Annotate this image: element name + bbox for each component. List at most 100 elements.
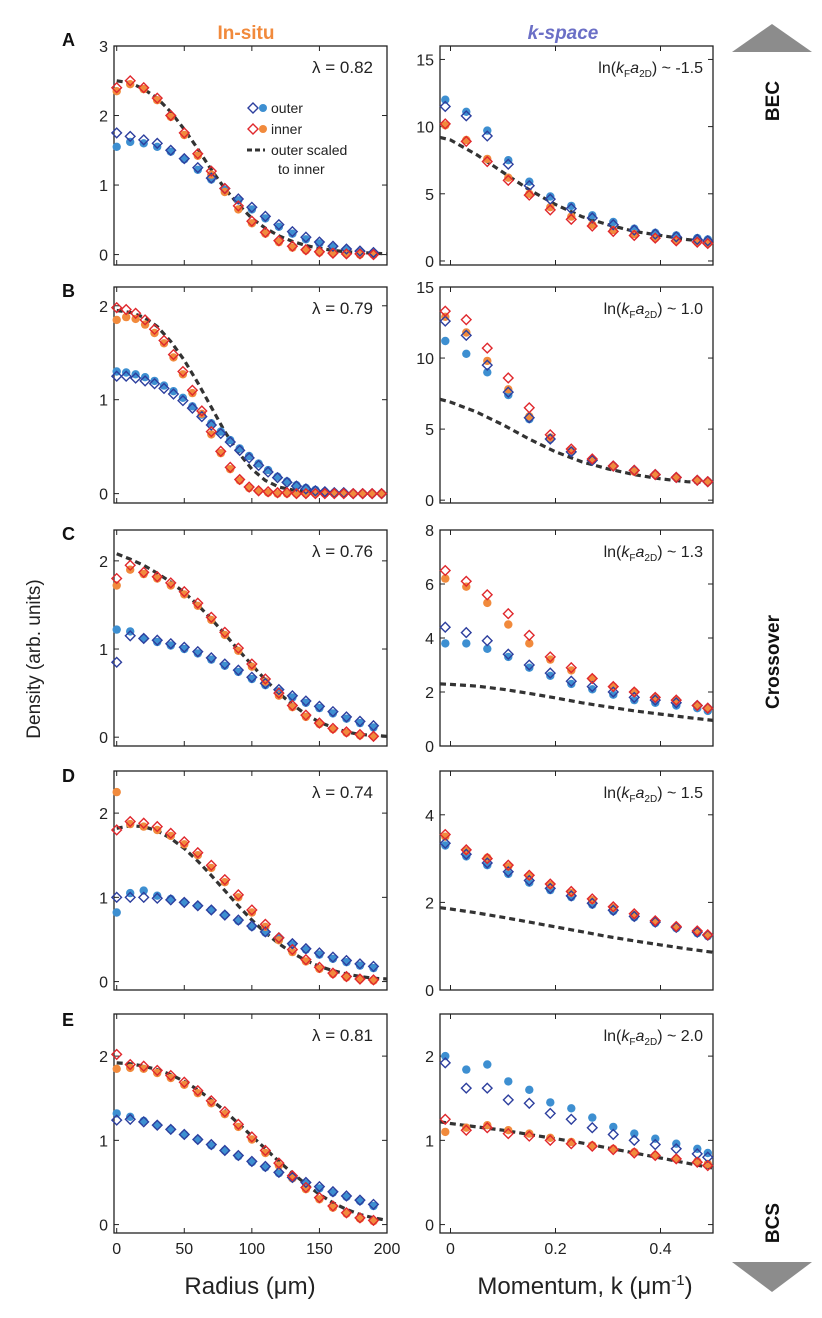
col-title-kspace: k-space [528,23,599,44]
annotation-part: 2D [644,794,657,805]
point-inner-dot [139,822,148,831]
point-inner [544,428,557,441]
point-inner-dot [693,701,702,710]
panel-a-kspace: 0 5 10 15 ln(kFa2D) ~ -1.5 [416,45,714,271]
point-outer [649,916,662,928]
point-inner-dot [169,353,178,362]
point-inner [205,425,218,438]
point-inner [286,1169,299,1182]
point-inner [273,1157,285,1169]
point-outer [439,621,452,633]
point-inner-dot [441,574,450,583]
point-outer-dot [126,1112,135,1122]
point-inner [327,1200,339,1212]
series-outer-scaled-line [116,79,388,256]
point-inner [354,248,366,260]
point-inner [151,820,164,833]
col-title-insitu: In-situ [218,23,275,44]
point-inner [481,852,494,865]
point-inner [586,893,599,905]
point-outer [691,1148,704,1160]
annotation-part: ln( [604,785,622,802]
panel-c-insitu: 0 1 2 λ = 0.76 [99,529,388,747]
point-inner [259,1144,272,1157]
point-inner [246,1131,258,1143]
point-outer [137,891,150,904]
annotation-part: ) ~ 1.3 [657,544,703,561]
point-outer [309,485,322,497]
point-outer [158,382,170,395]
point-inner [178,835,191,848]
point-inner [300,709,312,721]
point-outer [340,243,353,255]
point-inner [205,611,218,624]
point-inner-dot [234,205,243,214]
point-outer [481,857,494,869]
point-inner [460,844,473,856]
point-inner-dot [567,212,576,221]
point-inner-dot [247,219,257,228]
x-tick-label: 0 [112,1241,121,1258]
y-tick-label: 0 [425,493,434,510]
point-outer [565,890,578,902]
point-outer-dot [525,878,534,887]
point-inner [523,1130,536,1142]
y-tick-label: 15 [416,280,434,297]
point-outer-dot [150,376,159,386]
point-inner [313,717,326,729]
point-inner [259,226,272,239]
x-axis-label-momentum: Momentum, k (μm-1) [477,1272,692,1300]
point-inner [481,1121,494,1134]
annotation-part: F [629,1037,635,1048]
y-tick-label: 2 [425,685,434,702]
point-outer-dot [546,1098,555,1107]
x-tick-label: 100 [238,1241,265,1258]
point-inner-dot [220,1110,229,1119]
point-outer [691,233,704,246]
point-outer [219,1144,231,1157]
point-inner-dot [525,639,534,648]
point-outer [607,1128,620,1141]
point-outer [481,359,494,371]
point-inner [481,342,494,354]
point-outer [649,228,662,240]
point-outer [151,892,164,904]
point-outer [523,874,536,887]
point-inner-dot [153,825,162,835]
lambda-annotation: λ = 0.81 [312,1026,373,1045]
annotation-part: ln( [598,60,616,77]
point-inner [523,629,536,642]
point-inner-dot [301,712,311,722]
point-inner [273,234,285,247]
point-inner [205,1094,218,1107]
point-outer [565,1113,578,1126]
point-outer [110,370,123,383]
point-inner [137,817,150,830]
point-outer-dot [247,674,257,684]
point-outer-dot [567,679,576,689]
legend-scaled-label-2: to inner [278,161,325,177]
point-inner [544,1134,557,1147]
point-outer [233,444,246,457]
y-tick-label: 0 [425,1218,434,1235]
point-outer [151,634,164,646]
point-inner [178,127,191,139]
point-inner [262,485,274,498]
point-inner [354,728,366,741]
point-inner [502,372,515,384]
point-outer [354,1194,366,1206]
point-inner [649,915,662,927]
point-outer-dot [301,235,311,244]
point-inner [502,607,515,620]
y-tick-label: 2 [99,109,108,126]
point-outer [628,224,641,236]
point-inner-dot [197,409,206,418]
point-inner-dot [328,1203,338,1212]
point-outer-dot [369,1201,378,1211]
point-outer-dot [483,368,492,377]
point-inner [110,824,123,836]
point-inner [124,559,137,572]
point-outer [300,695,312,707]
y-tick-label: 0 [425,254,434,271]
y-tick-label: 10 [416,351,434,368]
